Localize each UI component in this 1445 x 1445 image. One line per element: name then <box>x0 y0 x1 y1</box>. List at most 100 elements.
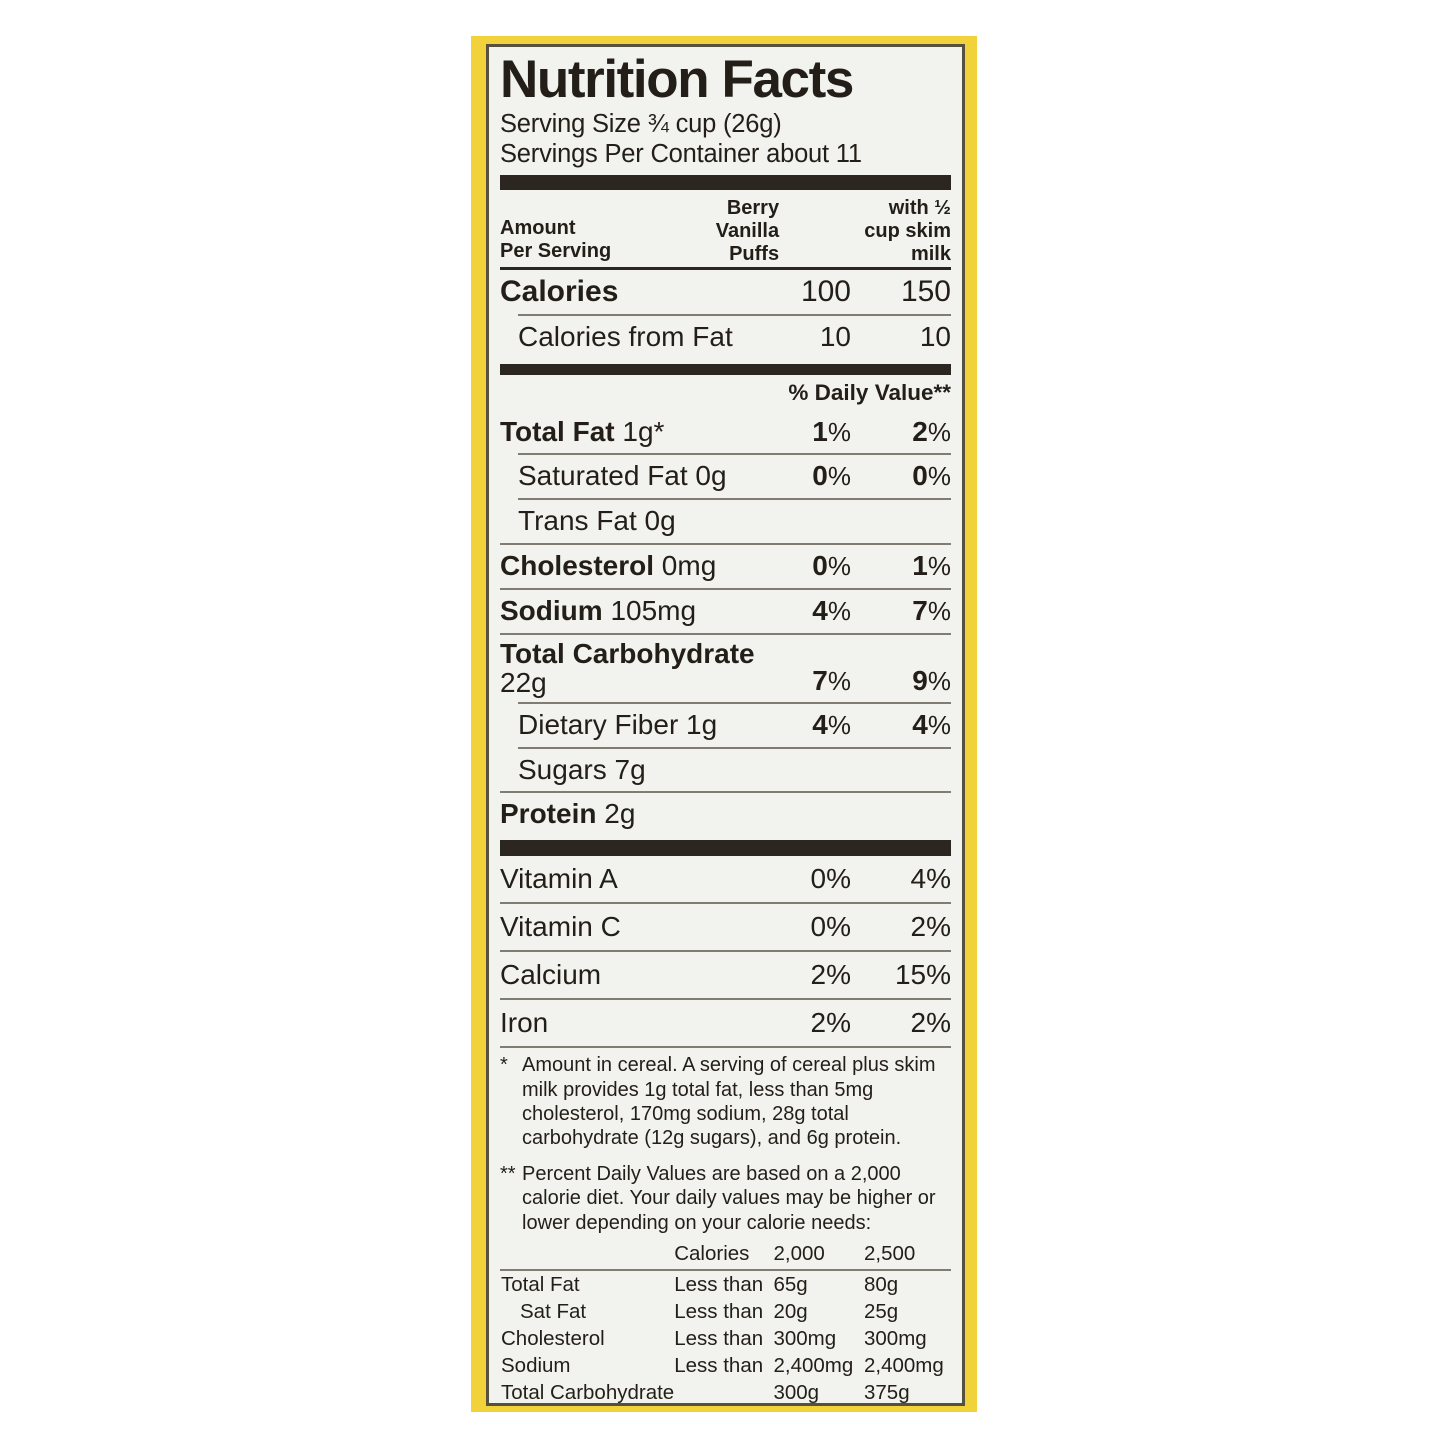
footnote-asterisk-mark: * <box>500 1054 508 1077</box>
reference-table-row: Sodium Less than 2,400mg 2,400mg <box>500 1352 951 1379</box>
nutrient-dv-milk: 4% <box>912 708 951 740</box>
nutrient-dv-milk: 9% <box>912 665 951 697</box>
reference-row-qualifier: Less than <box>674 1326 764 1350</box>
calories-from-fat-value-milk: 10 <box>919 320 951 352</box>
reference-row-value-2000: 300mg <box>773 1326 837 1350</box>
percent-sign: % <box>827 709 851 740</box>
nutrient-label: Sodium 105mg <box>500 594 697 626</box>
serving-size-line: Serving Size ¾ cup (26g) <box>500 109 782 138</box>
reference-table-rule-cell <box>500 1269 951 1272</box>
vitamin-dv-cereal: 0% <box>810 863 851 895</box>
nutrient-dv-milk: 7% <box>912 594 951 626</box>
vitamin-row-rule <box>500 902 951 905</box>
nutrient-label: Sugars 7g <box>518 753 646 785</box>
nutrient-row-rule <box>518 746 951 749</box>
calories-value-cereal: 100 <box>800 274 851 308</box>
percent-sign: % <box>927 416 951 447</box>
nutrient-row: Total Fat 1g* 1% 2% <box>500 411 951 454</box>
nutrient-dv-milk: 2% <box>912 415 951 447</box>
vitamin-label: Vitamin C <box>500 911 621 943</box>
nutrient-row: Cholesterol 0mg 0% 1% <box>500 545 951 588</box>
servings-per-container-line: Servings Per Container about 11 <box>500 140 862 169</box>
reference-table-row: Total Fat Less than 65g 80g <box>500 1271 951 1298</box>
percent-sign: % <box>827 666 851 697</box>
calories-label: Calories <box>500 274 619 308</box>
reference-row-value-2000: 20g <box>773 1299 808 1323</box>
reference-table-row: Cholesterol Less than 300mg 300mg <box>500 1325 951 1352</box>
footnote-double-asterisk: ** Percent Daily Values are based on a 2… <box>500 1151 951 1235</box>
nutrient-row-rule <box>518 453 951 456</box>
nutrient-label: Total Carbohydrate 22g <box>500 637 755 698</box>
reference-table-row: Total Carbohydrate 300g 375g <box>500 1379 951 1404</box>
column-header-with-milk: with ½ cup skim milk <box>864 197 951 266</box>
reference-row-name: Sodium <box>501 1353 571 1377</box>
daily-value-header: % Daily Value** <box>788 379 951 405</box>
reference-row-value-2000: 65g <box>773 1272 808 1296</box>
nutrient-row: Sugars 7g <box>500 749 951 792</box>
nutrient-row-rule <box>500 632 951 635</box>
daily-value-separator-bar <box>500 363 951 375</box>
vitamin-dv-milk: 4% <box>910 863 951 895</box>
panel-inner: Nutrition Facts Serving Size ¾ cup (26g)… <box>489 50 962 1404</box>
nutrient-row: Dietary Fiber 1g 4% 4% <box>500 704 951 747</box>
percent-sign: % <box>927 551 951 582</box>
reference-table-row: Sat Fat Less than 20g 25g <box>500 1298 951 1325</box>
reference-row-value-2000: 300g <box>773 1380 820 1404</box>
calories-from-fat-rule <box>518 313 951 316</box>
percent-sign: % <box>927 709 951 740</box>
vitamin-label: Vitamin A <box>500 863 618 895</box>
vitamin-rows-container: Vitamin A 0% 4% Vitamin C 0% 2% Calcium 2% 15% Ir… <box>500 856 951 1046</box>
vitamins-separator-bar <box>500 840 951 857</box>
calories-row: Calories 100 150 <box>500 270 951 314</box>
vitamin-dv-milk: 15% <box>894 959 951 991</box>
calories-from-fat-value-cereal: 10 <box>819 320 851 352</box>
vitamin-label: Iron <box>500 1007 549 1039</box>
reference-row-value-2500: 2,400mg <box>864 1353 944 1377</box>
footnote-top-rule <box>500 1046 951 1049</box>
nutrient-row-rule <box>518 701 951 704</box>
reference-row-value-2500: 25g <box>864 1299 899 1323</box>
vitamin-row: Vitamin C 0% 2% <box>500 904 951 950</box>
reference-row-qualifier: Less than <box>674 1353 764 1377</box>
footnote-double-asterisk-text: Percent Daily Values are based on a 2,00… <box>522 1162 936 1234</box>
reference-header-blank <box>500 1241 674 1270</box>
nutrition-facts-panel: Nutrition Facts Serving Size ¾ cup (26g)… <box>486 44 965 1406</box>
nutrient-row-rule <box>518 498 951 501</box>
reference-header-2000: 2,000 <box>773 1242 825 1266</box>
calories-from-fat-row: Calories from Fat 10 10 <box>500 316 951 359</box>
daily-value-reference-table: Calories 2,000 2,500 Total Fat Less than 65g 8… <box>500 1241 951 1404</box>
reference-row-name: Total Carbohydrate <box>501 1380 675 1404</box>
percent-sign: % <box>927 461 951 492</box>
percent-sign: % <box>827 595 851 626</box>
percent-sign: % <box>827 416 851 447</box>
nutrient-dv-cereal: 0% <box>812 550 851 582</box>
calories-value-milk: 150 <box>900 274 951 308</box>
nutrient-row-rule <box>500 587 951 590</box>
vitamin-dv-cereal: 2% <box>810 959 851 991</box>
vitamin-dv-milk: 2% <box>910 1007 951 1039</box>
nutrient-label: Trans Fat 0g <box>518 505 676 537</box>
reference-row-name: Sat Fat <box>520 1299 587 1323</box>
vitamin-label: Calcium <box>500 959 602 991</box>
nutrient-row: Protein 2g <box>500 793 951 836</box>
nutrient-label: Total Fat 1g* <box>500 415 665 447</box>
calories-from-fat-label: Calories from Fat <box>518 320 733 352</box>
reference-row-value-2000: 2,400mg <box>773 1353 854 1377</box>
nutrition-facts-title: Nutrition Facts <box>500 50 854 109</box>
percent-sign: % <box>927 595 951 626</box>
vitamin-dv-milk: 2% <box>910 911 951 943</box>
nutrient-rows-container: Total Fat 1g* 1% 2% Saturated Fat 0g 0% 0% Tra… <box>500 411 951 837</box>
vitamin-dv-cereal: 0% <box>810 911 851 943</box>
header-separator-bar <box>500 175 951 191</box>
nutrient-dv-cereal: 1% <box>812 415 851 447</box>
reference-row-value-2500: 300mg <box>864 1326 927 1350</box>
reference-row-name: Total Fat <box>501 1272 580 1296</box>
vitamin-dv-cereal: 2% <box>810 1007 851 1039</box>
nutrient-row: Trans Fat 0g <box>500 500 951 543</box>
nutrient-dv-cereal: 0% <box>812 460 851 492</box>
nutrient-row: Saturated Fat 0g 0% 0% <box>500 455 951 498</box>
footnote-double-asterisk-mark: ** <box>500 1162 516 1185</box>
nutrient-label: Protein 2g <box>500 798 636 830</box>
reference-header-2500: 2,500 <box>864 1242 916 1266</box>
percent-sign: % <box>927 666 951 697</box>
